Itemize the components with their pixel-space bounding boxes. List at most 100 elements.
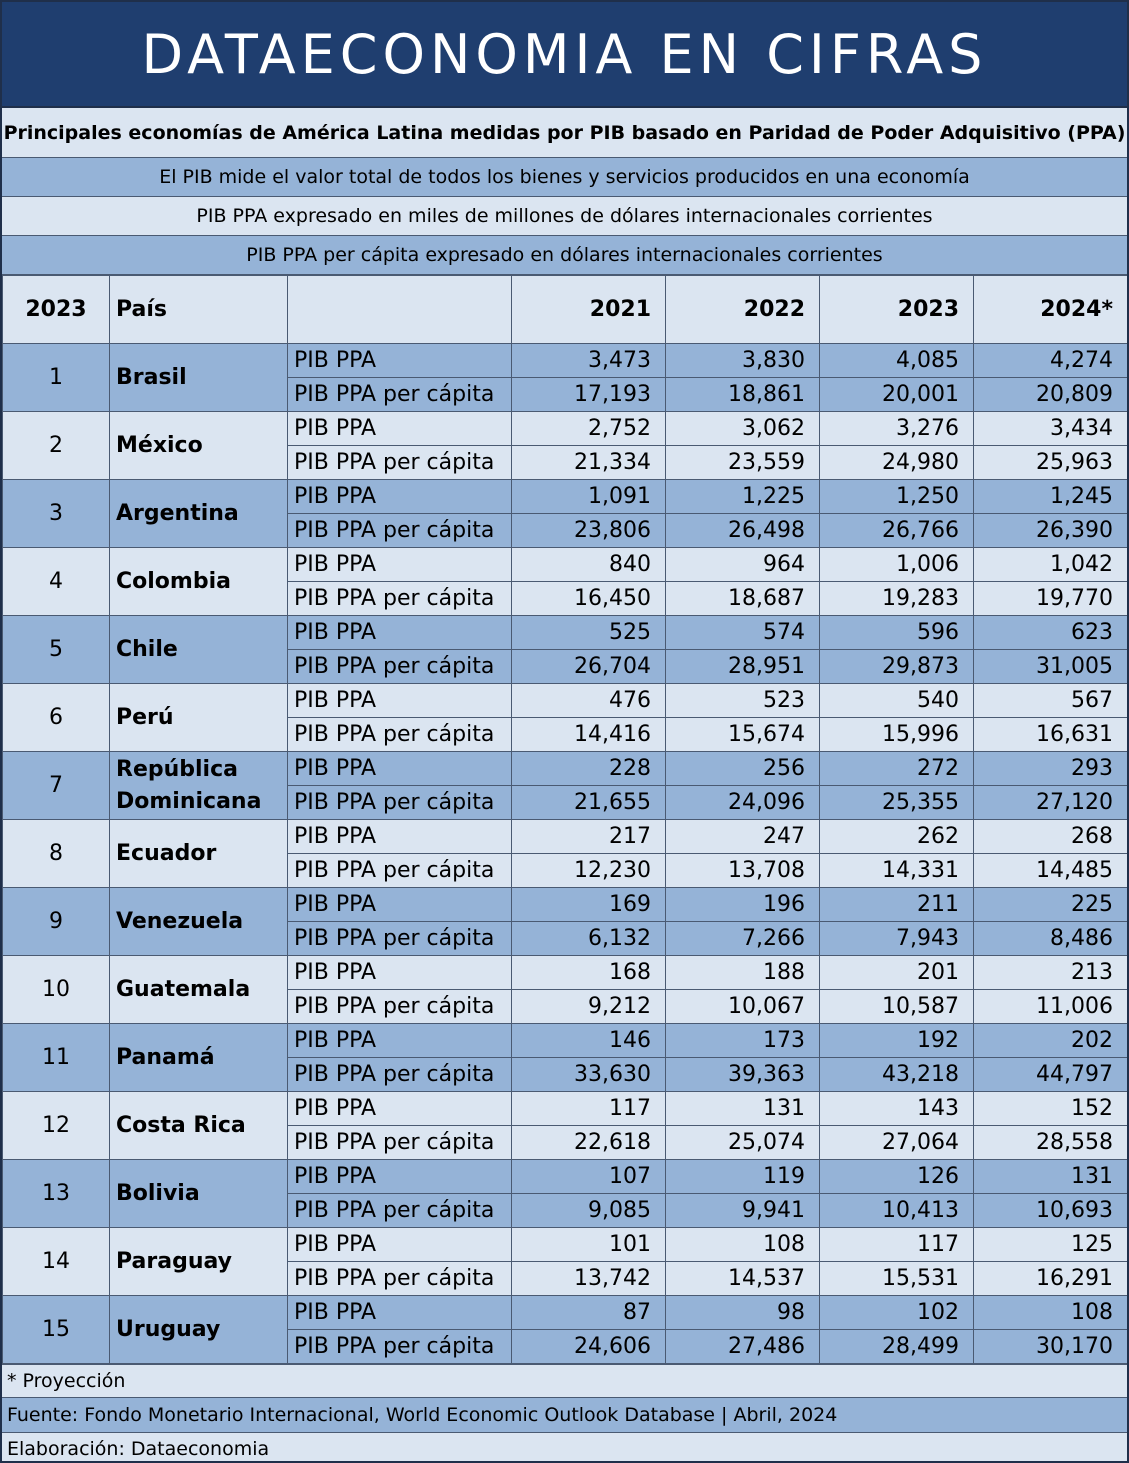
credit-row: Elaboración: Dataeconomia [2,1432,1127,1461]
gdp-2021-cell: 228 [511,751,666,786]
gdp-2024-cell: 213 [973,955,1127,990]
gdp-2023-cell: 540 [819,683,974,718]
gdp-2022-cell: 3,062 [665,411,820,446]
gdp-per-capita-2021-cell: 17,193 [511,377,666,412]
table-row: 6 Perú PIB PPA 476 523 540 567 [2,683,1127,752]
header-country: País [109,275,288,344]
table-row: 5 Chile PIB PPA 525 574 596 623 [2,615,1127,684]
gdp-2022-cell: 247 [665,819,820,854]
metric-label-gdp-per-capita: PIB PPA per cápita [287,1261,512,1296]
metric-label-gdp: PIB PPA [287,411,512,446]
gdp-2022-cell: 523 [665,683,820,718]
metric-label-gdp-per-capita: PIB PPA per cápita [287,445,512,480]
gdp-2024-cell: 125 [973,1227,1127,1262]
table-row: PIB PPA per cápita 22,618 25,074 27,064 28,5… [3,1125,1127,1160]
rank-cell: 12 [2,1091,110,1160]
rank-cell: 8 [2,819,110,888]
gdp-per-capita-2021-cell: 12,230 [511,853,666,888]
rank-cell: 5 [2,615,110,684]
gdp-2024-cell: 152 [973,1091,1127,1126]
gdp-per-capita-2023-cell: 24,980 [819,445,974,480]
rank-cell: 10 [2,955,110,1024]
gdp-per-capita-2023-cell: 29,873 [819,649,974,684]
metric-label-gdp-per-capita: PIB PPA per cápita [287,921,512,956]
gdp-per-capita-2024-cell: 11,006 [973,989,1127,1024]
banner-title: DATAECONOMIA EN CIFRAS [141,22,988,86]
gdp-per-capita-2024-cell: 26,390 [973,513,1127,548]
table-row: 12 Costa Rica PIB PPA 117 131 143 152 [2,1091,1127,1160]
gdp-2023-cell: 1,006 [819,547,974,582]
gdp-2021-cell: 101 [511,1227,666,1262]
metric-label-gdp: PIB PPA [287,479,512,514]
gdp-per-capita-2021-cell: 24,606 [511,1329,666,1364]
gdp-per-capita-2023-cell: 27,064 [819,1125,974,1160]
gdp-2023-cell: 211 [819,887,974,922]
gdp-2022-cell: 1,225 [665,479,820,514]
gdp-per-capita-2022-cell: 26,498 [665,513,820,548]
country-cell: Costa Rica [109,1091,288,1160]
table-row: PIB PPA per cápita 16,450 18,687 19,283 19,7… [3,581,1127,616]
header-2021: 2021 [511,275,666,344]
country-cell: Perú [109,683,288,752]
table-row: PIB PPA per cápita 6,132 7,266 7,943 8,486 [3,921,1127,956]
table-row: 11 Panamá PIB PPA 146 173 192 202 [2,1023,1127,1092]
gdp-per-capita-2022-cell: 13,708 [665,853,820,888]
gdp-per-capita-2021-cell: 23,806 [511,513,666,548]
country-cell: Brasil [109,343,288,412]
gdp-2022-cell: 574 [665,615,820,650]
header-2022: 2022 [665,275,820,344]
metric-label-gdp-per-capita: PIB PPA per cápita [287,1125,512,1160]
gdp-per-capita-2024-cell: 8,486 [973,921,1127,956]
table-row: 15 Uruguay PIB PPA 87 98 102 108 [2,1295,1127,1364]
gdp-per-capita-2023-cell: 10,587 [819,989,974,1024]
table-row: 4 Colombia PIB PPA 840 964 1,006 1,042 [2,547,1127,616]
banner: DATAECONOMIA EN CIFRAS [2,2,1127,108]
gdp-per-capita-2022-cell: 15,674 [665,717,820,752]
gdp-per-capita-2022-cell: 14,537 [665,1261,820,1296]
gdp-2022-cell: 964 [665,547,820,582]
metric-label-gdp-per-capita: PIB PPA per cápita [287,785,512,820]
source-row: Fuente: Fondo Monetario Internacional, W… [2,1397,1127,1432]
gdp-2021-cell: 169 [511,887,666,922]
gdp-per-capita-2024-cell: 16,291 [973,1261,1127,1296]
header-metric [287,275,512,344]
gdp-2022-cell: 256 [665,751,820,786]
metric-label-gdp: PIB PPA [287,343,512,378]
gdp-per-capita-2021-cell: 16,450 [511,581,666,616]
gdp-2021-cell: 87 [511,1295,666,1330]
metric-label-gdp: PIB PPA [287,1159,512,1194]
gdp-per-capita-2021-cell: 21,655 [511,785,666,820]
footnote-text: * Proyección [7,1370,126,1392]
gdp-per-capita-2021-cell: 33,630 [511,1057,666,1092]
gdp-2023-cell: 102 [819,1295,974,1330]
table-body: 1 Brasil PIB PPA 3,473 3,830 4,085 4,274 PIB PP… [2,343,1127,1364]
rank-cell: 9 [2,887,110,956]
gdp-2022-cell: 196 [665,887,820,922]
gdp-per-capita-2022-cell: 10,067 [665,989,820,1024]
gdp-2021-cell: 3,473 [511,343,666,378]
gdp-2024-cell: 1,245 [973,479,1127,514]
header-2024: 2024* [973,275,1127,344]
gdp-table: 2023 País 2021 2022 2023 2024* 1 Brasil PI… [2,275,1127,1364]
gdp-2021-cell: 146 [511,1023,666,1058]
units-gdp-pc-row: PIB PPA per cápita expresado en dólares … [2,236,1127,275]
gdp-per-capita-2024-cell: 44,797 [973,1057,1127,1092]
table-row: PIB PPA per cápita 33,630 39,363 43,218 44,7… [3,1057,1127,1092]
gdp-2023-cell: 262 [819,819,974,854]
gdp-per-capita-2022-cell: 27,486 [665,1329,820,1364]
gdp-2021-cell: 476 [511,683,666,718]
gdp-2024-cell: 293 [973,751,1127,786]
definition-text: El PIB mide el valor total de todos los … [159,166,970,188]
country-cell: Bolivia [109,1159,288,1228]
footnote-row: * Proyección [2,1364,1127,1397]
metric-label-gdp-per-capita: PIB PPA per cápita [287,1329,512,1364]
gdp-2024-cell: 225 [973,887,1127,922]
metric-label-gdp: PIB PPA [287,1091,512,1126]
table-row: PIB PPA per cápita 9,085 9,941 10,413 10,693 [3,1193,1127,1228]
gdp-2021-cell: 107 [511,1159,666,1194]
gdp-per-capita-2023-cell: 15,531 [819,1261,974,1296]
table-row: 2 México PIB PPA 2,752 3,062 3,276 3,434 [2,411,1127,480]
metric-label-gdp-per-capita: PIB PPA per cápita [287,989,512,1024]
rank-cell: 1 [2,343,110,412]
